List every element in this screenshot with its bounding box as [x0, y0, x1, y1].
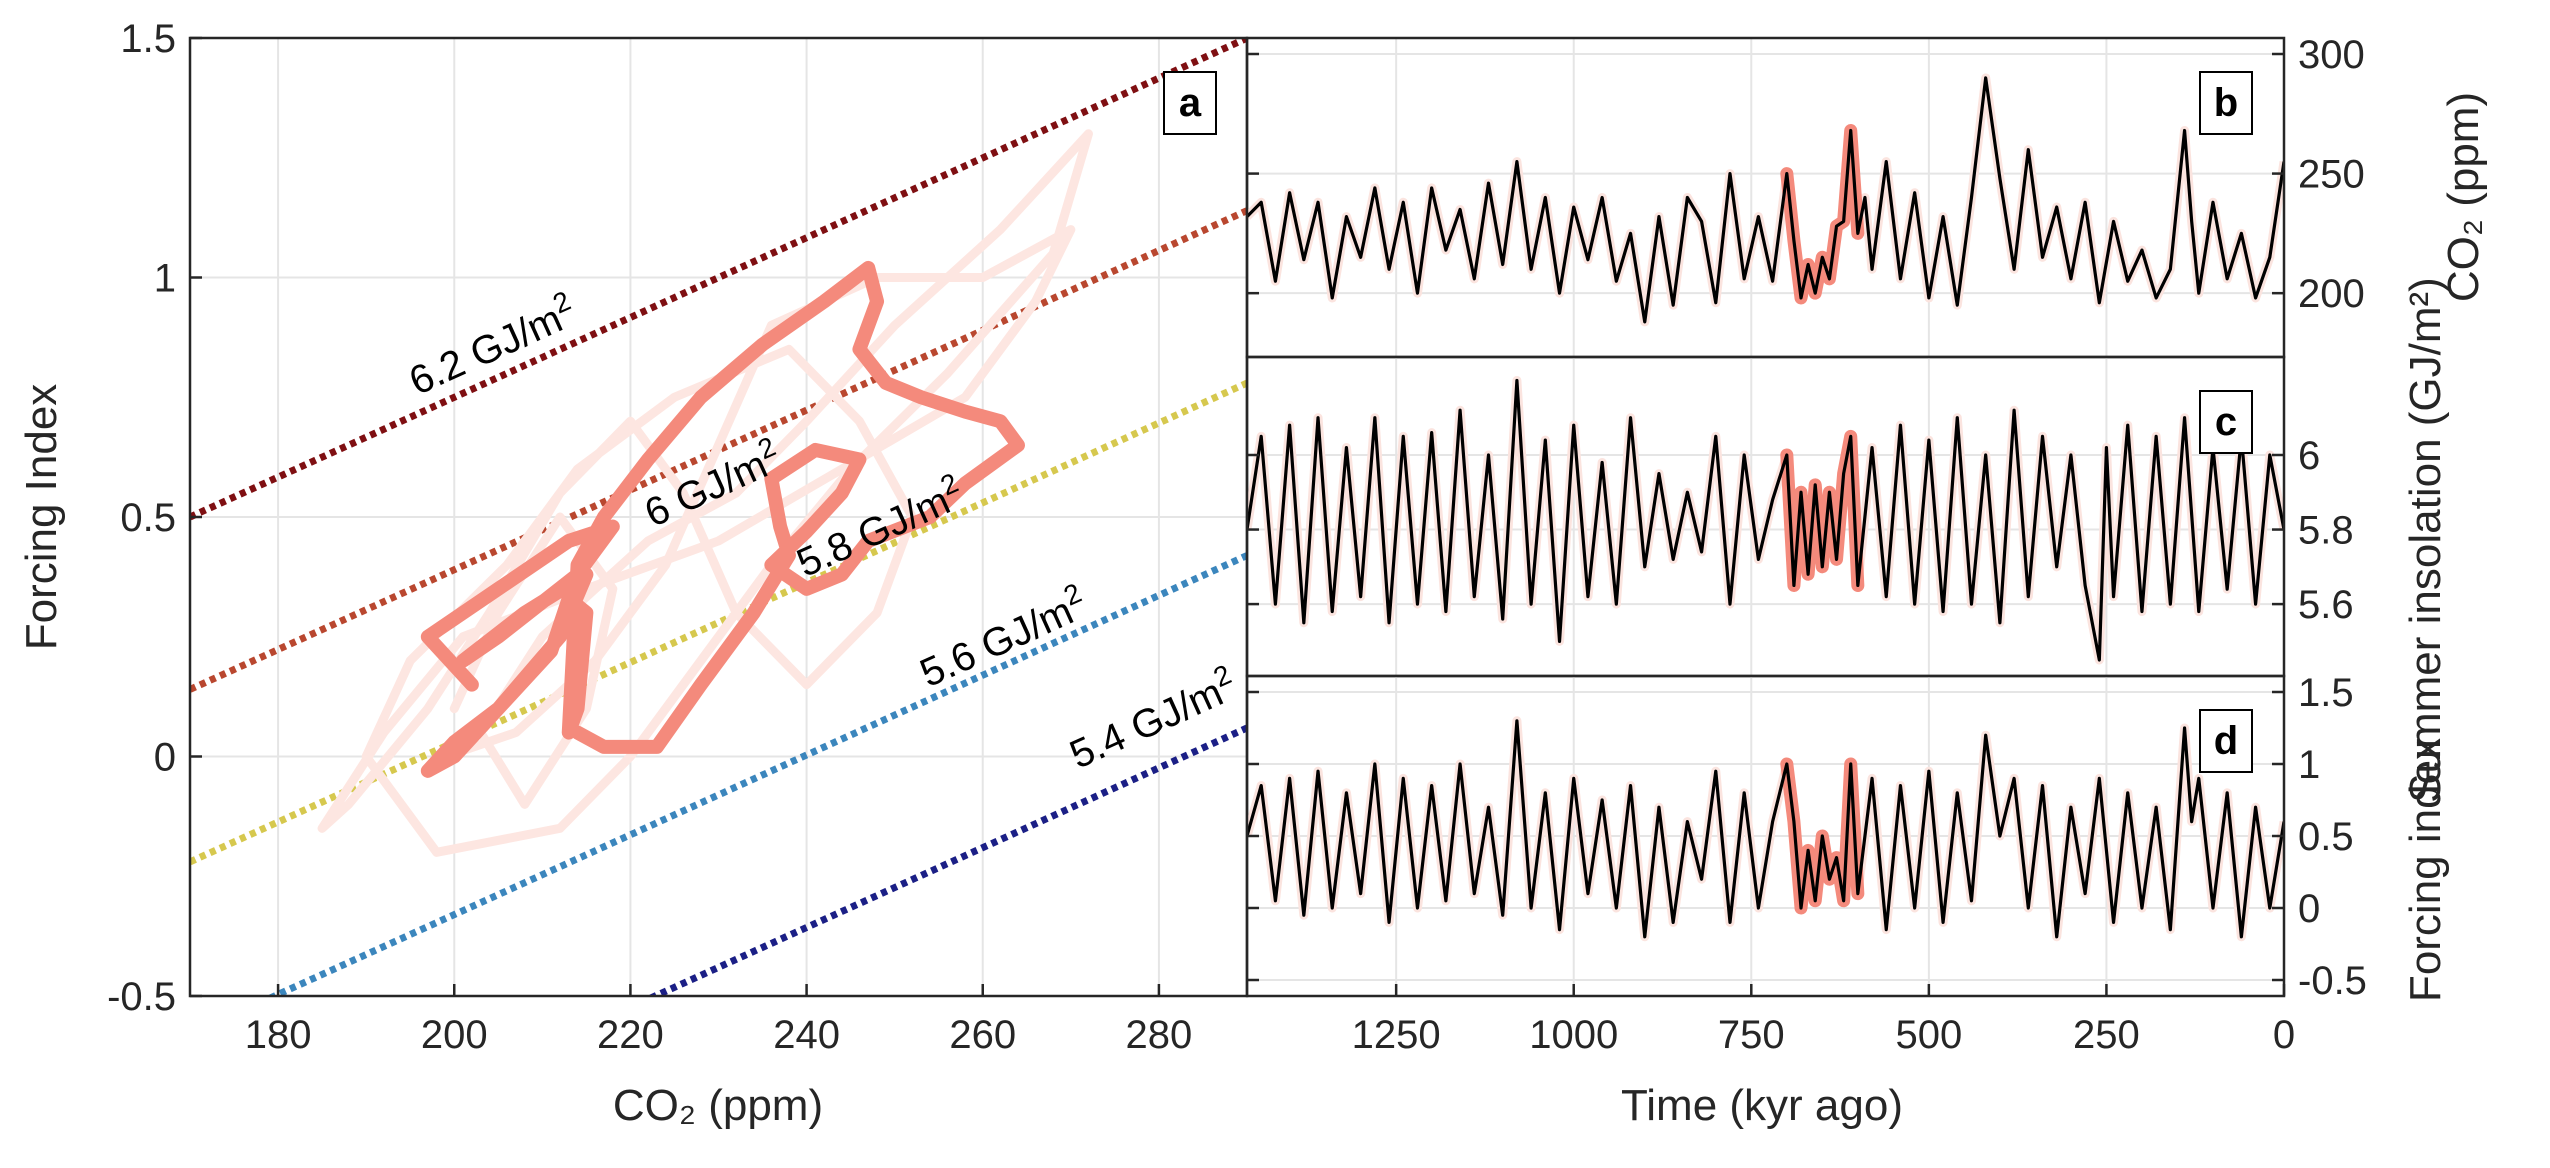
- x-tick-label: 220: [597, 1013, 664, 1057]
- x-tick-label: 260: [949, 1013, 1016, 1057]
- panel-a-letter: a: [1179, 81, 1202, 125]
- panel-a-letter-box: [1163, 71, 1217, 135]
- x-tick-label: 1000: [1529, 1013, 1618, 1057]
- x-tick-label: 250: [2073, 1013, 2140, 1057]
- y-tick-label: 1.5: [2298, 671, 2354, 715]
- highlight-trajectory-line: [420, 260, 1025, 778]
- panel-letter: c: [2215, 400, 2237, 444]
- series-line: [1247, 76, 2284, 324]
- y-tick-label: -0.5: [107, 975, 176, 1019]
- series-group: [1247, 716, 2284, 942]
- panel-d: -0.5 0 0.5 1 1.5 d: [1245, 671, 2367, 1003]
- time-axis-label: Time (kyr ago): [1621, 1081, 1903, 1130]
- panel-c: 5.6 5.8 6 c: [1245, 355, 2354, 678]
- x-tick-label: 180: [245, 1013, 312, 1057]
- panel-letter-box: [2199, 390, 2253, 454]
- series-halo: [1247, 375, 2284, 665]
- y-tick-label: 5.8: [2298, 509, 2354, 553]
- x-tick-label: 0: [2273, 1013, 2295, 1057]
- y-tick-label: 300: [2298, 33, 2365, 77]
- y-tick-label: 0.5: [120, 496, 176, 540]
- series-line: [1247, 719, 2284, 939]
- x-tick-label: 1250: [1352, 1013, 1441, 1057]
- panel-a: 180 200 220 240 260 280 -0.5 0 0.5 1 1.5 6.2 GJ/m…: [17, 17, 1249, 1130]
- panel-letter-box: [2199, 71, 2253, 135]
- x-tick-label: 500: [1895, 1013, 1962, 1057]
- panel-a-x-axis-label: CO₂ (ppm): [613, 1081, 823, 1130]
- panel-a-y-axis-label: Forcing Index: [17, 384, 66, 651]
- y-tick-label: 0.5: [2298, 815, 2354, 859]
- panel-c-y-axis-label: Summer insolation (GJ/m²): [2401, 277, 2450, 803]
- y-tick-label: 1: [2298, 743, 2320, 787]
- panel-a-isolines: [190, 38, 1247, 996]
- panel-a-highlight-trajectory: [420, 260, 1025, 778]
- y-tick-label: 0: [154, 736, 176, 780]
- series-group: [1247, 375, 2284, 665]
- isoline-label: 5.4 GJ/m2: [1061, 659, 1244, 778]
- y-tick-label: 1.5: [120, 17, 176, 61]
- x-tick-label: 750: [1718, 1013, 1785, 1057]
- panel-b: 200 250 300 b: [1245, 33, 2365, 359]
- y-tick-label: 0: [2298, 887, 2320, 931]
- series-group: [1247, 73, 2284, 327]
- isoline-label: 6.2 GJ/m2: [400, 285, 583, 404]
- panel-a-x-ticks: 180 200 220 240 260 280: [245, 984, 1193, 1057]
- panel-d-y-axis-label: Forcing index: [2401, 738, 2450, 1002]
- panel-a-grid: [190, 37, 1247, 997]
- panel-a-background-trajectory: [317, 129, 1093, 857]
- panel-a-y-ticks: -0.5 0 0.5 1 1.5: [107, 17, 202, 1019]
- panel-letter: d: [2214, 719, 2238, 763]
- y-tick-label: -0.5: [2298, 959, 2367, 1003]
- x-tick-label: 280: [1126, 1013, 1193, 1057]
- series-halo: [1247, 716, 2284, 942]
- y-tick-label: 250: [2298, 153, 2365, 197]
- series-line: [1247, 378, 2284, 662]
- y-tick-label: 200: [2298, 272, 2365, 316]
- x-tick-label: 240: [773, 1013, 840, 1057]
- y-tick-label: 5.6: [2298, 583, 2354, 627]
- series-halo: [1247, 73, 2284, 327]
- x-tick-label: 200: [421, 1013, 488, 1057]
- panel-frame: [1245, 36, 2286, 359]
- y-tick-label: 1: [154, 257, 176, 301]
- panel-letter-box: [2199, 709, 2253, 773]
- background-trajectory-line: [317, 129, 1093, 857]
- panel-letter: b: [2214, 81, 2238, 125]
- y-tick-label: 6: [2298, 434, 2320, 478]
- panel-b-y-axis-label: CO₂ (ppm): [2439, 92, 2488, 302]
